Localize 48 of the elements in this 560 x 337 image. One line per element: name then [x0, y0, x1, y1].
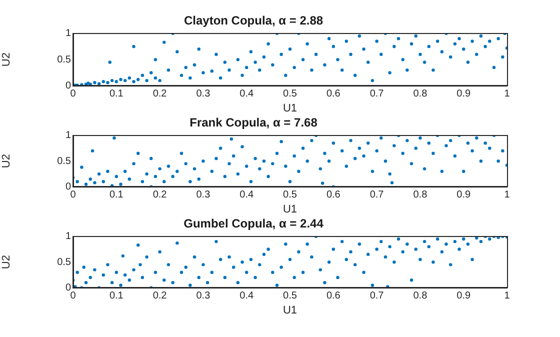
x-tick-label: 1	[504, 88, 510, 100]
chart-title: Clayton Copula, α = 2.88	[184, 14, 324, 28]
x-tick-label: 0.8	[413, 190, 428, 201]
x-tick-label: 0.3	[196, 88, 211, 100]
x-axis-title: U1	[282, 102, 298, 114]
y-axis-title: U2	[0, 154, 13, 168]
x-tick-label: 0.7	[370, 190, 384, 201]
x-tick-label: 0.9	[456, 290, 471, 302]
x-tick-label: 0.6	[326, 290, 341, 302]
x-axis-title: U1	[282, 203, 298, 216]
x-tick-label: 1	[504, 290, 510, 302]
x-tick-label: 0.2	[152, 88, 168, 100]
y-tick-label: 0.5	[57, 156, 72, 167]
y-tick-label: 0.5	[57, 54, 72, 66]
x-tick-label: 0.9	[456, 88, 471, 100]
x-tick-label: 0.1	[109, 88, 124, 100]
y-tick-label: 0	[65, 282, 72, 294]
x-tick-label: 0.5	[283, 88, 298, 100]
y-tick-label: 1	[65, 28, 72, 40]
x-tick-label: 0.7	[370, 290, 384, 302]
x-tick-label: 0.4	[240, 88, 254, 100]
x-tick-label: 0.8	[413, 290, 428, 302]
x-tick-label: 0.9	[456, 190, 471, 201]
y-tick-label: 1	[65, 130, 72, 142]
x-axis-title: U1	[282, 304, 298, 316]
chart-title: Gumbel Copula, α = 2.44	[184, 216, 324, 231]
y-tick-label: 0	[65, 182, 72, 193]
x-tick-label: 1	[504, 190, 510, 201]
chart-title: Frank Copula, α = 7.68	[190, 116, 318, 130]
x-tick-label: 0.3	[196, 290, 211, 302]
y-axis-title: U2	[0, 255, 13, 270]
x-tick-label: 0.3	[196, 190, 211, 201]
x-tick-label: 0.1	[109, 290, 124, 302]
y-tick-label: 0.5	[57, 256, 72, 268]
y-tick-label: 1	[65, 231, 72, 242]
y-axis-title: U2	[0, 52, 13, 67]
x-tick-label: 0.5	[283, 190, 298, 201]
y-tick-label: 0	[65, 80, 72, 92]
x-tick-label: 0.4	[240, 290, 254, 302]
x-tick-label: 0.6	[326, 88, 341, 100]
x-tick-label: 0.4	[240, 190, 254, 201]
x-tick-label: 0.7	[370, 88, 384, 100]
x-tick-label: 0.5	[283, 290, 298, 302]
x-tick-label: 0.1	[109, 190, 124, 201]
x-tick-label: 0.2	[152, 190, 168, 201]
x-tick-label: 0.2	[152, 290, 168, 302]
x-tick-label: 0.6	[326, 190, 341, 201]
x-tick-label: 0.8	[413, 88, 428, 100]
